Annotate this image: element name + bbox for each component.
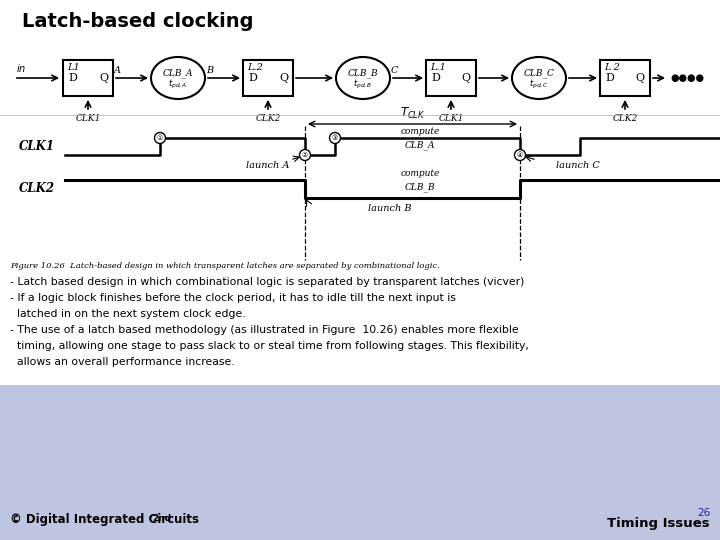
Text: L1: L1 — [67, 63, 80, 72]
Bar — [63, 60, 113, 96]
Text: D: D — [431, 73, 440, 83]
Text: ②: ② — [302, 152, 308, 158]
Text: Timing Issues: Timing Issues — [608, 517, 710, 530]
Bar — [243, 60, 293, 96]
Text: ①: ① — [157, 135, 163, 141]
Text: 2nd: 2nd — [152, 514, 171, 523]
Text: CLK1: CLK1 — [19, 140, 55, 153]
Text: B: B — [206, 66, 213, 75]
Text: D: D — [605, 73, 614, 83]
Text: Q: Q — [99, 73, 108, 83]
Text: © Digital Integrated Circuits: © Digital Integrated Circuits — [10, 513, 199, 526]
Text: $t_{pd,B}$: $t_{pd,B}$ — [354, 77, 373, 91]
Text: Figure 10.26  Latch-based design in which transparent latches are separated by c: Figure 10.26 Latch-based design in which… — [10, 262, 440, 270]
Text: timing, allowing one stage to pass slack to or steal time from following stages.: timing, allowing one stage to pass slack… — [10, 341, 529, 351]
Text: CLK1: CLK1 — [438, 114, 464, 123]
Text: compute: compute — [400, 169, 440, 178]
Text: $t_{pd,C}$: $t_{pd,C}$ — [529, 77, 549, 91]
Text: A: A — [114, 66, 121, 75]
Ellipse shape — [151, 57, 205, 99]
Text: Latch-based clocking: Latch-based clocking — [22, 12, 253, 31]
Text: Q: Q — [462, 73, 471, 83]
Text: L.1: L.1 — [430, 63, 446, 72]
Text: CLB_A: CLB_A — [163, 68, 193, 78]
Text: compute: compute — [400, 127, 440, 136]
Text: CLK2: CLK2 — [612, 114, 638, 123]
Text: launch C: launch C — [556, 161, 600, 170]
Text: - The use of a latch based methodology (as illustrated in Figure  10.26) enables: - The use of a latch based methodology (… — [10, 325, 518, 335]
Text: ③: ③ — [332, 135, 338, 141]
Circle shape — [330, 132, 341, 144]
Circle shape — [155, 132, 166, 144]
Text: Q: Q — [279, 73, 288, 83]
Text: D: D — [248, 73, 257, 83]
Bar — [0, 385, 720, 540]
Text: CLB_A: CLB_A — [405, 140, 436, 150]
Text: CLB_B: CLB_B — [405, 182, 436, 192]
Text: CLB_B: CLB_B — [348, 68, 378, 78]
Text: CLB_C: CLB_C — [523, 68, 554, 78]
Ellipse shape — [336, 57, 390, 99]
Text: 26: 26 — [697, 508, 710, 518]
Text: ④: ④ — [517, 152, 523, 158]
Text: $t_{pd,A}$: $t_{pd,A}$ — [168, 77, 188, 91]
Bar — [426, 60, 476, 96]
Text: launch A: launch A — [246, 161, 289, 170]
Ellipse shape — [512, 57, 566, 99]
Bar — [600, 60, 650, 96]
Circle shape — [300, 150, 310, 160]
Circle shape — [515, 150, 526, 160]
Text: - Latch based design in which combinational logic is separated by transparent la: - Latch based design in which combinatio… — [10, 277, 524, 287]
Text: allows an overall performance increase.: allows an overall performance increase. — [10, 357, 235, 367]
Text: $in$: $in$ — [16, 62, 26, 74]
Text: L.2: L.2 — [247, 63, 263, 72]
Text: L 2: L 2 — [604, 63, 620, 72]
Text: $T_{CLK}$: $T_{CLK}$ — [400, 106, 426, 121]
Text: latched in on the next system clock edge.: latched in on the next system clock edge… — [10, 309, 246, 319]
Text: Q: Q — [636, 73, 645, 83]
Text: ●●●●: ●●●● — [670, 73, 704, 83]
Text: - If a logic block finishes before the clock period, it has to idle till the nex: - If a logic block finishes before the c… — [10, 293, 456, 303]
Text: CLK1: CLK1 — [76, 114, 101, 123]
Text: D: D — [68, 73, 77, 83]
Text: CLK2: CLK2 — [256, 114, 281, 123]
Text: CLK2: CLK2 — [19, 183, 55, 195]
Text: launch B: launch B — [368, 204, 412, 213]
Text: C: C — [391, 66, 398, 75]
